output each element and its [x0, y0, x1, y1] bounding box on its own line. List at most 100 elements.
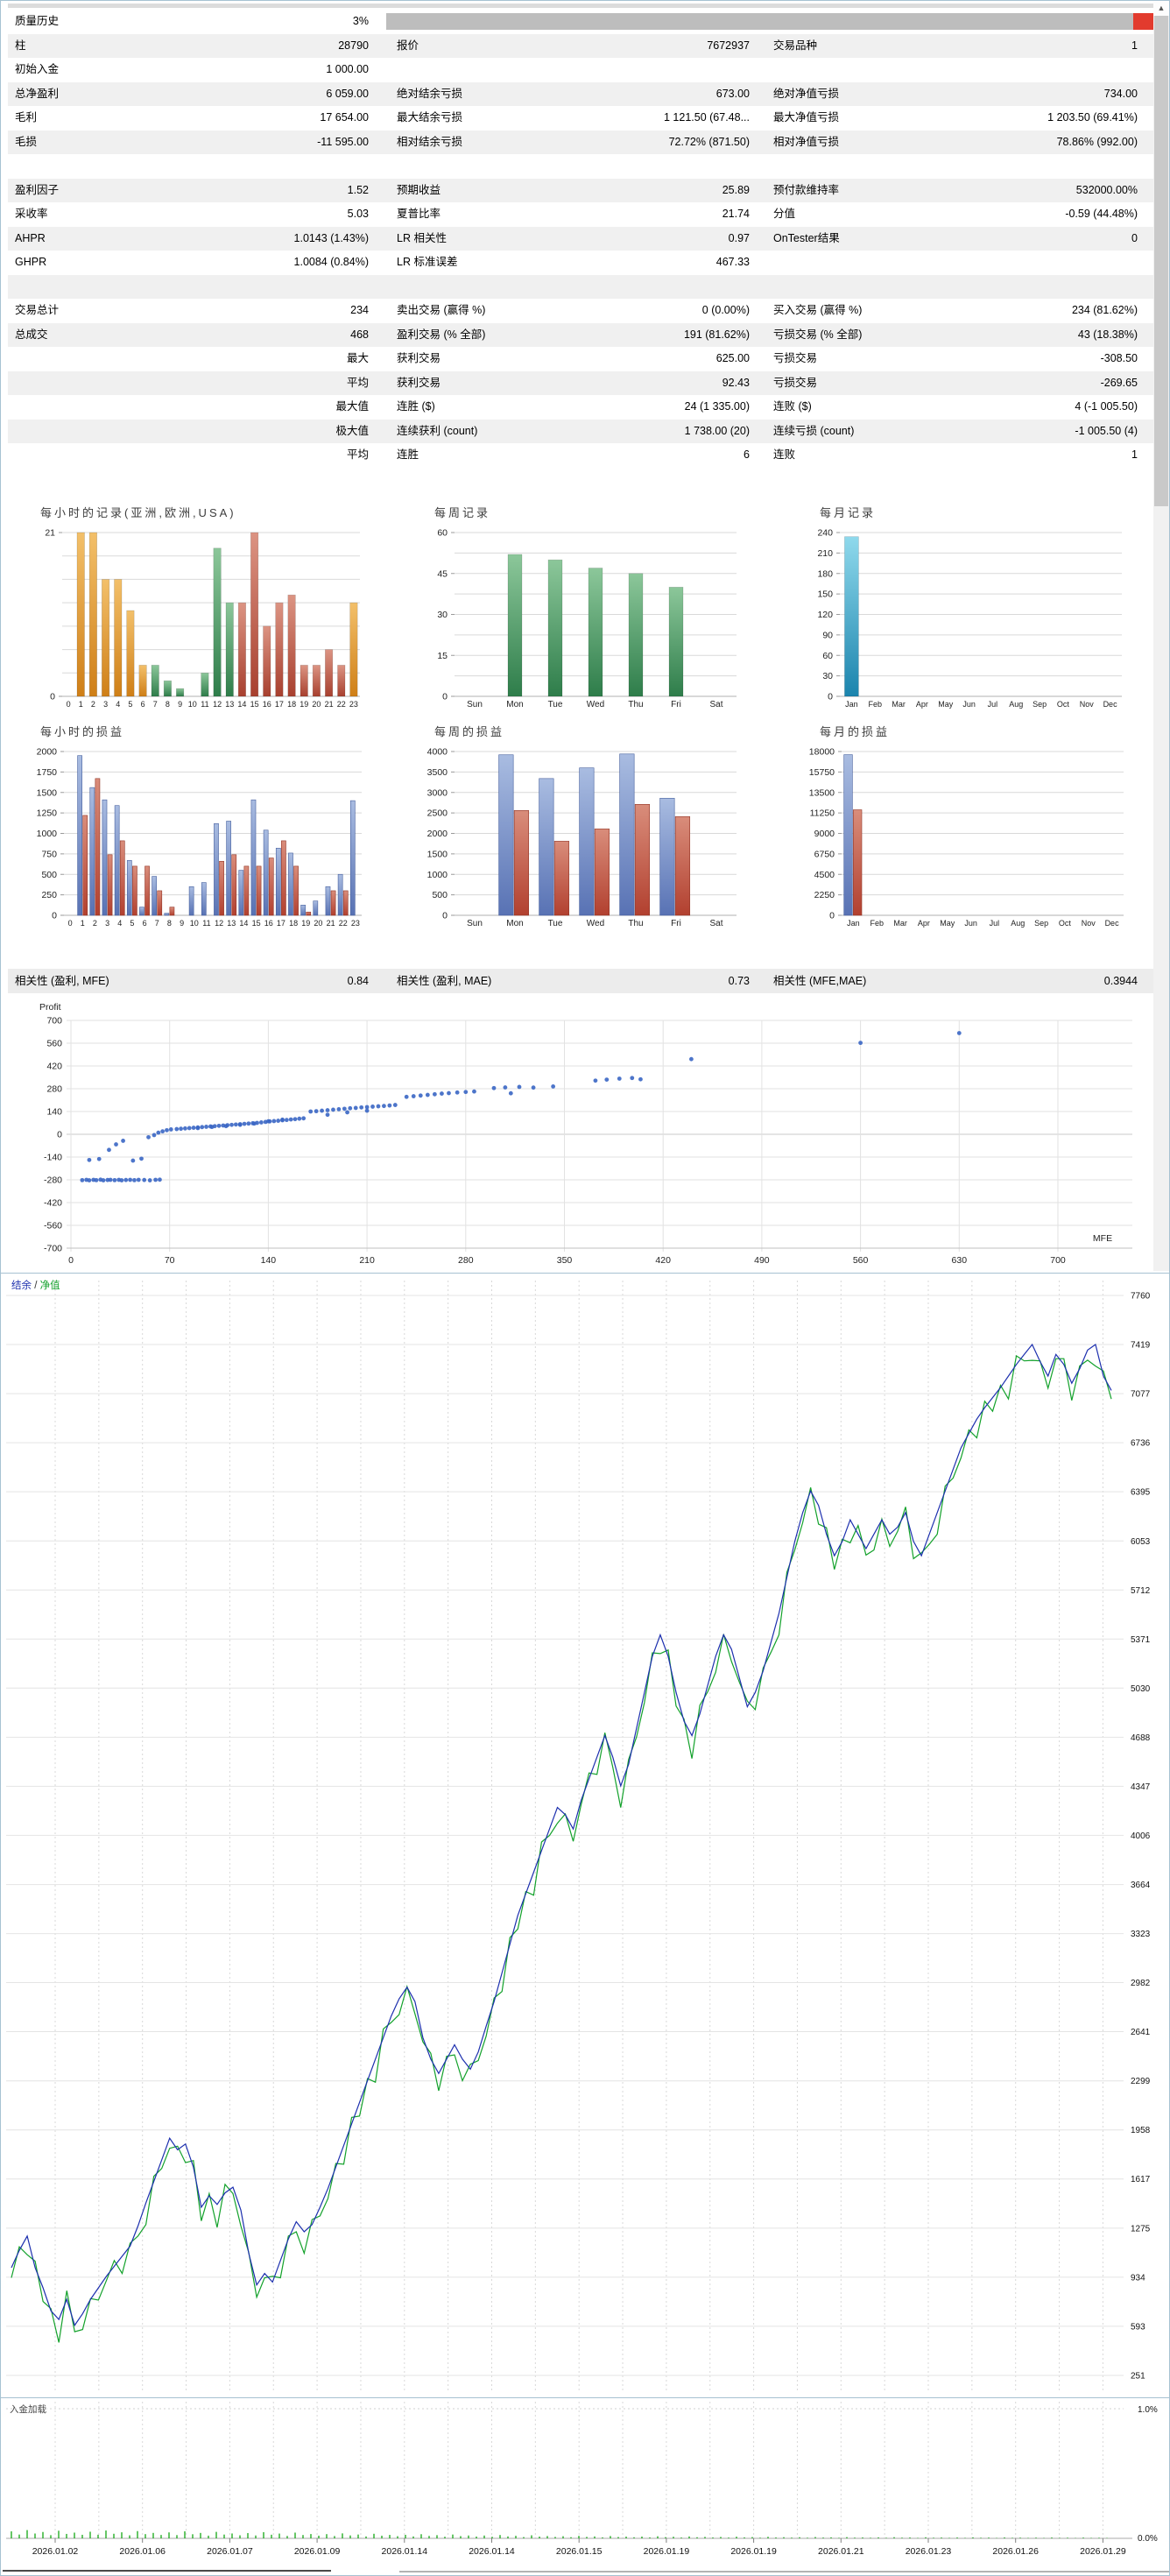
svg-text:Wed: Wed — [587, 700, 604, 709]
table-value: 5.03 — [347, 208, 369, 220]
svg-text:11: 11 — [202, 919, 210, 928]
table-row: 总净盈利 6 059.00 绝对结余亏损 673.00 绝对净值亏损 734.00 — [8, 81, 1155, 106]
svg-text:14: 14 — [237, 700, 246, 709]
table-row: 最大值 连胜 ($) 24 (1 335.00) 连败 ($) 4 (-1 005.50… — [8, 395, 1155, 420]
svg-text:9000: 9000 — [814, 829, 835, 839]
svg-text:Jan: Jan — [847, 919, 860, 928]
table-label: 亏损交易 (% 全部) — [773, 328, 863, 341]
scroll-up-icon[interactable]: ▲ — [1153, 1, 1169, 16]
table-value: 1 203.50 (69.41%) — [1047, 111, 1138, 124]
table-row: 交易总计 234 卖出交易 (赢得 %) 0 (0.00%) 买入交易 (赢得 %) 23… — [8, 299, 1155, 323]
svg-text:60: 60 — [437, 528, 448, 539]
svg-text:18000: 18000 — [809, 747, 835, 758]
table-label: 相对结余亏损 — [397, 135, 463, 148]
mfe-profit-scatter: Profit7005604202801400-140-280-420-560-7… — [39, 1002, 1132, 1266]
table-value: 17 654.00 — [320, 111, 369, 124]
svg-text:Jan: Jan — [845, 700, 858, 709]
svg-text:22: 22 — [339, 919, 348, 928]
svg-text:1250: 1250 — [37, 808, 58, 819]
svg-text:750: 750 — [41, 849, 57, 859]
correlation-row: 相关性 (盈利, MFE) 0.84 相关性 (盈利, MAE) 0.73 相关性 (M… — [8, 969, 1169, 993]
svg-text:251: 251 — [1131, 2372, 1145, 2382]
table-label: 预期收益 — [397, 183, 441, 196]
svg-text:Apr: Apr — [916, 700, 928, 709]
scrollbar-thumb[interactable] — [1154, 16, 1168, 506]
svg-text:70: 70 — [165, 1255, 175, 1266]
table-value: 4 (-1 005.50) — [1075, 400, 1138, 413]
svg-text:30: 30 — [437, 610, 448, 620]
svg-text:Apr: Apr — [918, 919, 930, 928]
table-row: 采收率 5.03 夏普比率 21.74 分值 -0.59 (44.48%) — [8, 202, 1155, 227]
svg-text:210: 210 — [359, 1255, 375, 1266]
svg-text:0: 0 — [68, 1255, 74, 1266]
svg-text:2026.01.02: 2026.01.02 — [32, 2546, 79, 2557]
table-label: 夏普比率 — [397, 208, 441, 220]
svg-text:Aug: Aug — [1009, 700, 1023, 709]
svg-text:2250: 2250 — [814, 890, 835, 900]
svg-text:20: 20 — [314, 919, 322, 928]
table-label: 采收率 — [15, 208, 48, 220]
table-value: 43 (18.38%) — [1077, 328, 1138, 341]
svg-text:3: 3 — [103, 700, 108, 709]
svg-text:1275: 1275 — [1131, 2224, 1151, 2234]
svg-text:8: 8 — [166, 700, 170, 709]
table-value: 极大值 — [335, 424, 369, 437]
table-value: 92.43 — [722, 376, 750, 389]
svg-text:90: 90 — [822, 630, 833, 640]
table-label: 质量历史 — [15, 15, 60, 27]
svg-text:30: 30 — [822, 671, 833, 681]
svg-text:1: 1 — [79, 700, 83, 709]
svg-text:7: 7 — [155, 919, 159, 928]
svg-text:2026.01.26: 2026.01.26 — [992, 2546, 1039, 2557]
svg-text:2026.01.19: 2026.01.19 — [730, 2546, 777, 2557]
monthly-pnl-chart: 18000 15750 13500 11250 9000 6750 4500 2250 0 Jan… — [809, 747, 1124, 928]
svg-text:16: 16 — [264, 919, 273, 928]
table-row: 初始入金 1 000.00 — [8, 58, 1155, 82]
table-row: 毛损 -11 595.00 相对结余亏损 72.72% (871.50) 相对净值亏损 7… — [8, 130, 1155, 154]
table-value: 1.52 — [347, 183, 369, 196]
weekly-trades-chart: 60 45 30 15 0 Sun Mon Tue Wed Thu Fri Sat — [437, 528, 737, 709]
svg-text:10: 10 — [190, 919, 199, 928]
table-label: 获利交易 — [397, 352, 441, 364]
svg-text:13: 13 — [227, 919, 236, 928]
svg-text:2641: 2641 — [1131, 2028, 1151, 2037]
svg-text:15: 15 — [250, 700, 259, 709]
legend-separator: / — [32, 1281, 40, 1291]
svg-text:1958: 1958 — [1131, 2126, 1151, 2135]
svg-text:4500: 4500 — [814, 870, 835, 880]
svg-text:Tue: Tue — [548, 919, 563, 928]
svg-text:Profit: Profit — [39, 1002, 61, 1013]
svg-text:21: 21 — [327, 919, 335, 928]
svg-text:Sat: Sat — [709, 919, 722, 928]
svg-text:420: 420 — [46, 1062, 62, 1072]
svg-text:2982: 2982 — [1131, 1979, 1151, 1988]
svg-text:Dec: Dec — [1105, 919, 1120, 928]
top-edge-strip — [8, 4, 1155, 8]
svg-text:1.0%: 1.0% — [1138, 2405, 1158, 2415]
svg-text:350: 350 — [557, 1255, 573, 1266]
svg-text:Thu: Thu — [628, 700, 643, 709]
quality-bar-red-segment — [1133, 13, 1154, 30]
svg-text:Jun: Jun — [962, 700, 976, 709]
table-value: 最大值 — [335, 400, 369, 413]
svg-text:4: 4 — [116, 700, 120, 709]
svg-text:7760: 7760 — [1131, 1292, 1151, 1302]
table-row: 盈利因子 1.52 预期收益 25.89 预付款维持率 532000.00% — [8, 178, 1155, 202]
table-value: -0.59 (44.48%) — [1065, 208, 1138, 220]
table-label: 最大结余亏损 — [397, 111, 463, 124]
table-value: 467.33 — [715, 256, 750, 268]
table-label: 卖出交易 (赢得 %) — [397, 304, 486, 316]
svg-text:19: 19 — [300, 700, 308, 709]
table-value: 532000.00% — [1075, 183, 1138, 196]
svg-text:4: 4 — [117, 919, 122, 928]
svg-text:3: 3 — [105, 919, 109, 928]
table-row — [8, 154, 1155, 179]
table-label: 毛损 — [15, 135, 38, 148]
equity-legend: 结余 / 净值 — [11, 1278, 60, 1292]
table-value: 72.72% (871.50) — [668, 135, 750, 148]
svg-text:2299: 2299 — [1131, 2077, 1151, 2086]
svg-text:10: 10 — [188, 700, 197, 709]
table-label: 总净盈利 — [15, 87, 60, 100]
vertical-scrollbar[interactable]: ▲ — [1153, 1, 1169, 1271]
svg-text:Jun: Jun — [964, 919, 977, 928]
